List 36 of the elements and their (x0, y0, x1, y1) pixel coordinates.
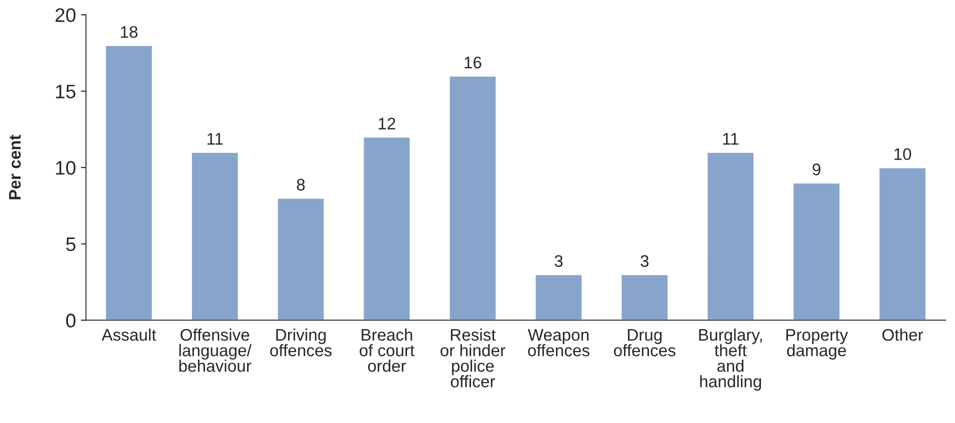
bar (448, 75, 498, 320)
x-tick-label: Burglary, theft and handling (699, 328, 762, 391)
bar (276, 197, 326, 320)
x-tick-label: Breach of court order (360, 328, 414, 372)
data-label: 16 (464, 56, 482, 68)
x-tick-label: Assault (102, 328, 156, 341)
bar (190, 152, 240, 320)
bar (706, 152, 755, 320)
bar (534, 274, 584, 320)
data-label: 8 (296, 178, 305, 191)
x-tick-label: Resist or hinder police officer (440, 328, 506, 388)
x-tick-label: Offensive language/ behaviour (179, 328, 252, 372)
bar (104, 44, 154, 320)
data-label: 11 (207, 133, 223, 145)
y-tick-label: 0 (66, 314, 76, 328)
bar (878, 166, 927, 320)
x-tick-label: Drug offences (614, 329, 676, 356)
data-label: 12 (378, 118, 396, 130)
y-tick-label: 15 (56, 84, 76, 98)
x-tick-label: Weapon offences (528, 329, 590, 356)
x-tick-label: Property damage (786, 329, 848, 360)
bar (620, 274, 669, 320)
data-label: 18 (120, 26, 138, 38)
data-label: 10 (894, 148, 912, 160)
data-label: 3 (554, 255, 563, 267)
data-label: 9 (812, 164, 820, 176)
x-tick-label: Driving offences (270, 328, 332, 356)
x-tick-label: Other (882, 328, 924, 341)
data-label: 11 (723, 133, 738, 145)
y-axis-title: Per cent (9, 134, 21, 200)
data-label: 3 (640, 255, 649, 267)
y-tick-label: 10 (56, 160, 76, 175)
y-tick-label: 5 (66, 238, 76, 252)
bar (362, 136, 412, 320)
bar (792, 182, 841, 320)
y-tick-label: 20 (56, 8, 76, 22)
